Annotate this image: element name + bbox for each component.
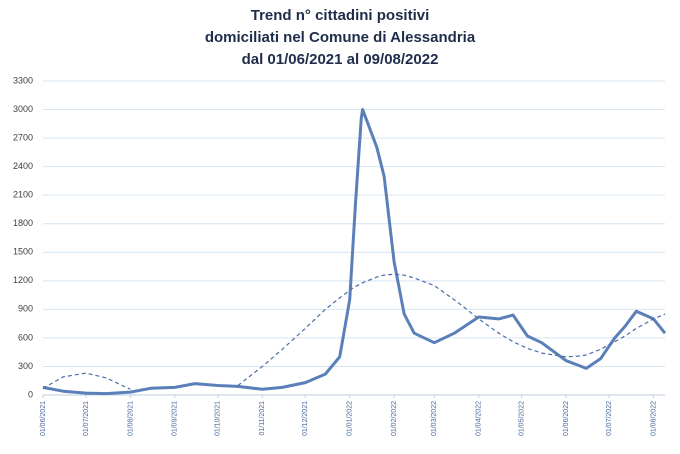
chart-title: domiciliati nel Comune di Alessandria	[205, 29, 476, 46]
x-tick-label: 01/07/2022	[606, 401, 613, 436]
y-tick-label: 1500	[13, 247, 33, 257]
y-tick-label: 3300	[13, 75, 33, 85]
x-tick-label: 01/08/2021	[127, 401, 134, 436]
x-tick-label: 01/02/2022	[391, 401, 398, 436]
y-tick-label: 900	[18, 304, 33, 314]
y-tick-label: 0	[28, 389, 33, 399]
data-line	[42, 108, 667, 396]
x-tick-label: 01/05/2022	[519, 401, 526, 436]
y-tick-label: 1800	[13, 218, 33, 228]
x-tick-label: 01/12/2021	[302, 401, 309, 436]
y-tick-label: 1200	[13, 275, 33, 285]
x-tick-label: 01/06/2021	[40, 401, 47, 436]
chart-title: Trend n° cittadini positivi	[251, 7, 430, 24]
x-tick-label: 01/01/2022	[347, 401, 354, 436]
y-tick-label: 2100	[13, 190, 33, 200]
x-tick-label: 01/06/2022	[563, 401, 570, 436]
x-tick-label: 01/03/2022	[431, 401, 438, 436]
x-tick-label: 01/11/2021	[259, 401, 266, 436]
trend-line	[237, 273, 666, 386]
y-tick-label: 600	[18, 332, 33, 342]
x-tick-label: 01/08/2022	[650, 401, 657, 436]
trend-line	[42, 372, 131, 390]
y-tick-label: 2700	[13, 132, 33, 142]
y-tick-label: 3000	[13, 104, 33, 114]
y-tick-label: 2400	[13, 161, 33, 171]
chart-title: dal 01/06/2021 al 09/08/2022	[242, 51, 439, 68]
x-tick-label: 01/07/2021	[83, 401, 90, 436]
x-tick-label: 01/09/2021	[172, 401, 179, 436]
x-tick-label: 01/04/2022	[476, 401, 483, 436]
y-tick-label: 300	[18, 361, 33, 371]
x-tick-label: 01/10/2021	[215, 401, 222, 436]
